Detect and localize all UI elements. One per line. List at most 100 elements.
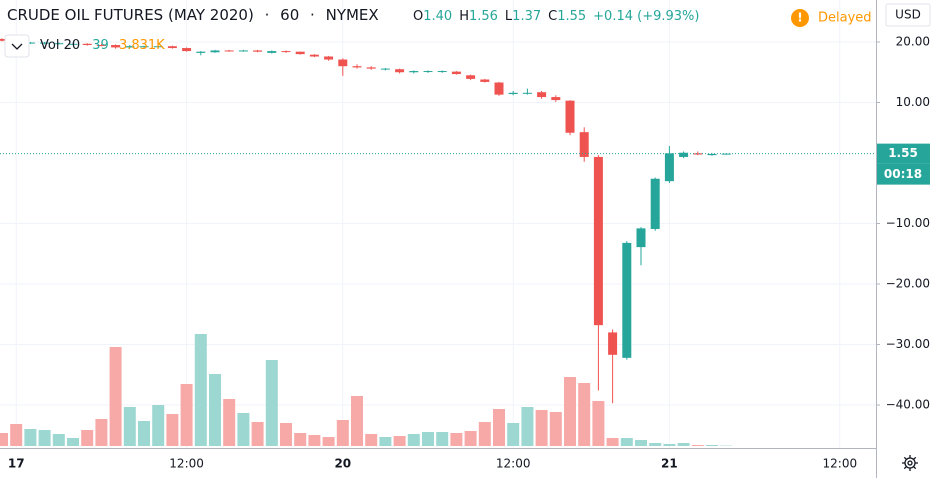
ohlc-value: 1.37 [512, 9, 542, 24]
currency-button[interactable] [885, 3, 931, 27]
candle-body [0, 38, 7, 41]
currency[interactable]: USD [895, 8, 921, 22]
candle-body [380, 68, 390, 70]
volume-bar [38, 430, 51, 446]
candle-body [494, 82, 504, 95]
volume-bar [649, 443, 662, 446]
candle-body [579, 132, 589, 157]
candle-body [309, 54, 319, 57]
ohlc-label: H [459, 9, 469, 24]
volume-value: 39 [92, 38, 109, 53]
candle-body [111, 45, 121, 48]
volume-bar [535, 410, 548, 446]
volume-bar [209, 374, 221, 446]
candle-body [338, 59, 348, 67]
candle-body [238, 50, 248, 52]
candle-body [451, 71, 461, 75]
ohlc-value: 1.40 [423, 9, 453, 24]
volume-bar [223, 399, 236, 446]
chevron-icon[interactable] [11, 43, 23, 50]
collapse-button[interactable] [4, 34, 30, 58]
separator: · [264, 6, 270, 24]
candle-body [125, 46, 135, 48]
candle-body [281, 51, 291, 53]
y-tick-label: −30.00 [886, 337, 930, 351]
volume-bar [237, 413, 250, 446]
x-tick-label: 21 [661, 457, 678, 471]
candle-body [693, 153, 703, 155]
volume-bar [407, 434, 420, 446]
interval: 60 [280, 6, 300, 24]
candle-body [182, 48, 192, 52]
separator: · [310, 6, 315, 24]
candle-body [352, 66, 362, 68]
settings-icon[interactable] [902, 455, 918, 471]
ohlc-value: 1.55 [557, 9, 587, 24]
volume-bar [95, 419, 108, 446]
volume-bar [123, 407, 136, 446]
candle-body [295, 51, 305, 55]
volume-bar [436, 432, 449, 446]
candle-body [466, 75, 476, 79]
volume-bar [606, 438, 619, 446]
volume-bar [620, 438, 633, 446]
candle-body [437, 71, 447, 73]
candle-body [395, 69, 405, 73]
volume-bar [677, 443, 690, 446]
ohlc-label: L [504, 9, 513, 24]
candle-body [324, 56, 334, 60]
ohlc-label: C [548, 9, 558, 24]
candle-body [480, 79, 490, 82]
candle-body [608, 332, 618, 355]
candle-body [565, 100, 575, 133]
x-tick-label: 12:00 [496, 457, 531, 471]
volume-bar [152, 405, 165, 446]
candle-body [650, 178, 660, 229]
candle-body [253, 50, 263, 52]
candle-body [522, 92, 532, 94]
volume-bar [294, 433, 307, 446]
candle-body [40, 42, 50, 44]
countdown-box [877, 163, 930, 185]
volume-bar [251, 422, 264, 446]
plot [0, 0, 876, 448]
volume-bar [578, 383, 591, 446]
candle-body [622, 242, 632, 358]
volume-bar [180, 384, 193, 446]
volume-bar [351, 396, 363, 446]
candle-body [537, 92, 547, 98]
volume-bar [109, 347, 122, 446]
candle-body [82, 43, 92, 46]
x-tick-label: 20 [334, 457, 351, 471]
candle-body [636, 228, 646, 248]
volume-bar [265, 360, 278, 446]
candle-body [366, 67, 376, 69]
candle-body [25, 42, 35, 44]
volume-bar [706, 445, 718, 446]
volume-bar [322, 437, 335, 446]
volume-bar [52, 434, 65, 446]
last-price-box [877, 143, 930, 164]
candle-body [679, 152, 689, 157]
delayed-icon [791, 9, 809, 27]
volume-bar [635, 440, 647, 446]
candle-body [593, 156, 603, 326]
countdown-label: 00:18 [884, 167, 922, 181]
candle-body [707, 153, 717, 156]
volume-bar [564, 377, 576, 446]
volume-bar [81, 430, 94, 446]
x-tick-label: 12:00 [169, 457, 204, 471]
candle-body [96, 45, 106, 47]
volume-bar [308, 435, 321, 446]
volume-bar [0, 433, 8, 446]
candle-body [664, 153, 674, 182]
candle-body [267, 51, 277, 53]
volume-bar [478, 422, 491, 446]
candle-body [196, 51, 206, 53]
candle-body [508, 92, 518, 95]
delayed-icon-mark: ! [797, 11, 802, 25]
candle-body [68, 43, 78, 45]
volume-bar [493, 409, 505, 446]
y-tick-label: −20.00 [886, 277, 930, 291]
